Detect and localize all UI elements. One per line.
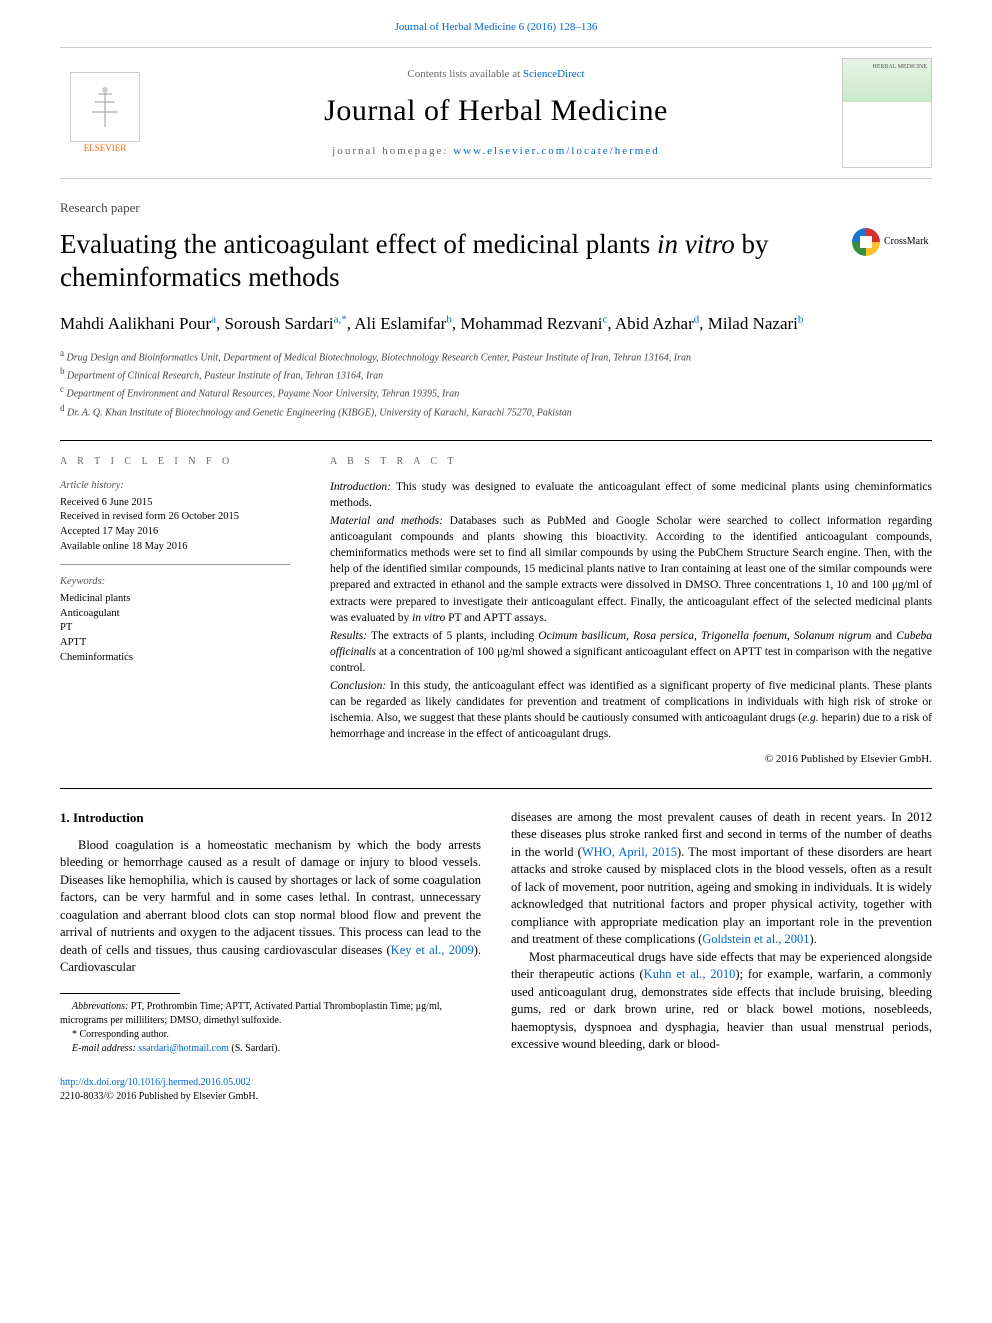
history-revised: Received in revised form 26 October 2015	[60, 510, 290, 525]
copyright-line: © 2016 Published by Elsevier GmbH.	[330, 752, 932, 767]
affiliation-a: a Drug Design and Bioinformatics Unit, D…	[60, 347, 932, 365]
keywords-heading: Keywords:	[60, 575, 290, 590]
sciencedirect-link[interactable]: ScienceDirect	[523, 68, 585, 80]
crossmark-label: CrossMark	[884, 235, 928, 249]
affiliation-d: d Dr. A. Q. Khan Institute of Biotechnol…	[60, 402, 932, 420]
article-history-block: Article history: Received 6 June 2015 Re…	[60, 479, 290, 565]
abstract-methods: Material and methods: Databases such as …	[330, 513, 932, 626]
body-columns: 1. Introduction Blood coagulation is a h…	[60, 809, 932, 1056]
title-row: Evaluating the anticoagulant effect of m…	[60, 228, 932, 296]
author-3-aff[interactable]: b	[446, 313, 452, 325]
article-info-column: A R T I C L E I N F O Article history: R…	[60, 455, 290, 768]
body-paragraph-2: diseases are among the most prevalent ca…	[511, 809, 932, 949]
footnotes: Abbrevations: PT, Prothrombin Time; APTT…	[60, 1000, 450, 1056]
elsevier-label: ELSEVIER	[84, 142, 127, 155]
section-heading-intro: 1. Introduction	[60, 809, 481, 827]
keyword-3: PT	[60, 621, 290, 636]
citation-goldstein-2001[interactable]: Goldstein et al., 2001	[702, 932, 809, 946]
body-paragraph-1: Blood coagulation is a homeostatic mecha…	[60, 837, 481, 977]
keywords-block: Keywords: Medicinal plants Anticoagulant…	[60, 575, 290, 675]
author-4: Mohammad Rezvani	[460, 314, 602, 333]
body-column-right: diseases are among the most prevalent ca…	[511, 809, 932, 1056]
homepage-prefix: journal homepage:	[332, 145, 453, 157]
affiliation-b: b Department of Clinical Research, Paste…	[60, 365, 932, 383]
author-2: Soroush Sardari	[225, 314, 334, 333]
author-5: Abid Azhar	[615, 314, 694, 333]
email-footnote: E-mail address: ssardari@hotmail.com (S.…	[60, 1042, 450, 1056]
elsevier-logo[interactable]: ELSEVIER	[60, 63, 150, 163]
corresponding-author-footnote: * Corresponding author.	[60, 1028, 450, 1042]
title-italic: in vitro	[657, 229, 735, 259]
abstract-label: A B S T R A C T	[330, 455, 932, 469]
elsevier-tree-icon	[70, 72, 140, 142]
journal-citation-link[interactable]: Journal of Herbal Medicine 6 (2016) 128–…	[60, 20, 932, 35]
article-title: Evaluating the anticoagulant effect of m…	[60, 228, 832, 296]
abstract-intro: Introduction: This study was designed to…	[330, 479, 932, 511]
corresponding-email-link[interactable]: ssardari@hotmail.com	[138, 1043, 229, 1054]
citation-kuhn-2010[interactable]: Kuhn et al., 2010	[644, 967, 736, 981]
author-6-aff[interactable]: b	[798, 313, 804, 325]
citation-key-2009[interactable]: Key et al., 2009	[391, 943, 474, 957]
history-heading: Article history:	[60, 479, 290, 494]
journal-cover-thumbnail[interactable]: HERBAL MEDICINE	[842, 58, 932, 168]
author-1-aff[interactable]: a	[211, 313, 216, 325]
author-1: Mahdi Aalikhani Pour	[60, 314, 211, 333]
divider-2	[60, 788, 932, 789]
abstract-results: Results: The extracts of 5 plants, inclu…	[330, 628, 932, 676]
divider	[60, 440, 932, 441]
history-accepted: Accepted 17 May 2016	[60, 525, 290, 540]
affiliation-c: c Department of Environment and Natural …	[60, 383, 932, 401]
author-2-corr[interactable]: *	[341, 313, 347, 325]
journal-homepage-link[interactable]: www.elsevier.com/locate/hermed	[453, 145, 660, 157]
doi-block: http://dx.doi.org/10.1016/j.hermed.2016.…	[60, 1076, 932, 1104]
issn-copyright-line: 2210-8033/© 2016 Published by Elsevier G…	[60, 1090, 932, 1104]
abbreviations-footnote: Abbrevations: PT, Prothrombin Time; APTT…	[60, 1000, 450, 1028]
masthead-center: Contents lists available at ScienceDirec…	[170, 67, 822, 160]
crossmark-badge[interactable]: CrossMark	[852, 228, 932, 256]
contents-line: Contents lists available at ScienceDirec…	[170, 67, 822, 82]
author-6: Milad Nazari	[708, 314, 798, 333]
contents-prefix: Contents lists available at	[407, 68, 522, 80]
history-received: Received 6 June 2015	[60, 496, 290, 511]
footnotes-rule	[60, 993, 180, 994]
abstract-conclusion: Conclusion: In this study, the anticoagu…	[330, 678, 932, 742]
keyword-2: Anticoagulant	[60, 607, 290, 622]
homepage-line: journal homepage: www.elsevier.com/locat…	[170, 144, 822, 159]
article-type: Research paper	[60, 199, 932, 217]
affiliations: a Drug Design and Bioinformatics Unit, D…	[60, 347, 932, 420]
doi-link[interactable]: http://dx.doi.org/10.1016/j.hermed.2016.…	[60, 1077, 251, 1088]
author-3: Ali Eslamifar	[354, 314, 446, 333]
masthead: ELSEVIER Contents lists available at Sci…	[60, 47, 932, 179]
abstract-column: A B S T R A C T Introduction: This study…	[330, 455, 932, 768]
author-4-aff[interactable]: c	[602, 313, 607, 325]
authors-list: Mahdi Aalikhani Poura, Soroush Sardaria,…	[60, 311, 932, 337]
title-part1: Evaluating the anticoagulant effect of m…	[60, 229, 657, 259]
history-online: Available online 18 May 2016	[60, 540, 290, 555]
body-paragraph-3: Most pharmaceutical drugs have side effe…	[511, 949, 932, 1054]
crossmark-icon	[852, 228, 880, 256]
author-5-aff[interactable]: d	[694, 313, 700, 325]
body-column-left: 1. Introduction Blood coagulation is a h…	[60, 809, 481, 1056]
article-info-label: A R T I C L E I N F O	[60, 455, 290, 469]
keyword-5: Cheminformatics	[60, 651, 290, 666]
citation-who-2015[interactable]: WHO, April, 2015	[582, 845, 677, 859]
page-container: Journal of Herbal Medicine 6 (2016) 128–…	[0, 0, 992, 1134]
keyword-1: Medicinal plants	[60, 592, 290, 607]
cover-title: HERBAL MEDICINE	[845, 61, 929, 73]
info-abstract-row: A R T I C L E I N F O Article history: R…	[60, 455, 932, 768]
keyword-4: APTT	[60, 636, 290, 651]
journal-name: Journal of Herbal Medicine	[170, 90, 822, 132]
